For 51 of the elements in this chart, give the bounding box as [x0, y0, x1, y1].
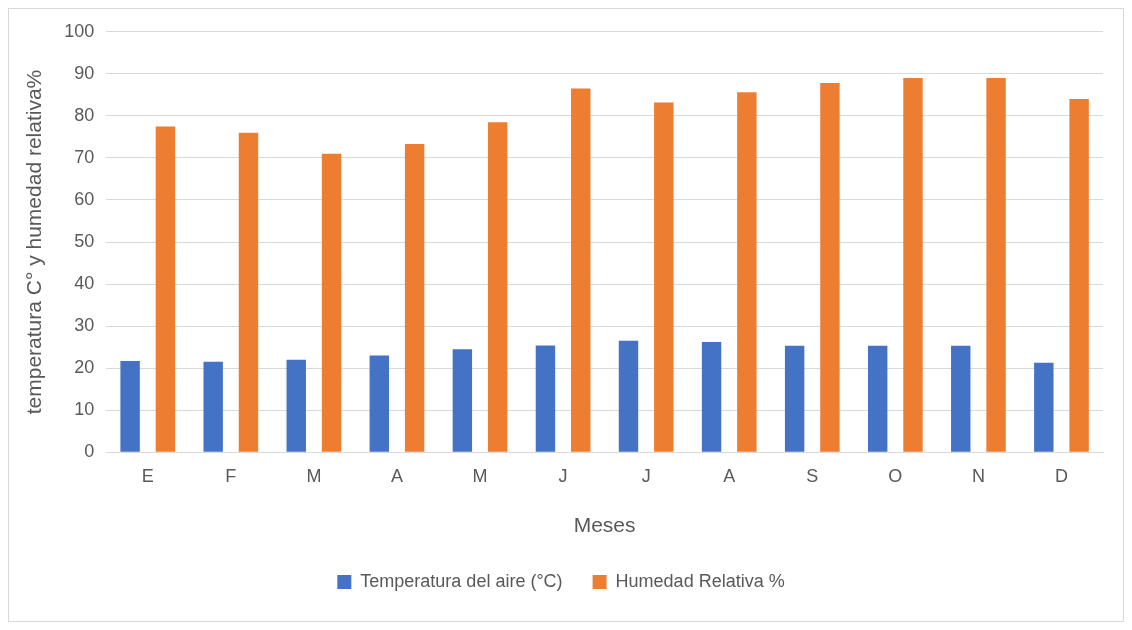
legend-label: Temperatura del aire (°C): [360, 570, 563, 591]
y-tick-label: 0: [84, 441, 95, 462]
bar: [321, 153, 342, 452]
bar: [867, 345, 888, 452]
y-tick-label: 80: [74, 104, 95, 125]
bar: [452, 349, 473, 452]
y-tick-label: 60: [74, 188, 95, 209]
bar: [951, 345, 971, 452]
x-tick-label: F: [225, 465, 237, 486]
bar: [618, 340, 639, 452]
bar: [1069, 99, 1089, 452]
x-tick-label: M: [306, 465, 322, 486]
x-tick-label: M: [472, 465, 488, 486]
bar: [986, 78, 1006, 452]
x-axis-title: Meses: [573, 513, 636, 537]
bar: [784, 345, 805, 452]
x-tick-label: J: [641, 465, 651, 486]
bar: [155, 126, 176, 452]
bar: [203, 361, 223, 452]
bar: [238, 132, 259, 452]
bar: [701, 342, 722, 452]
bar: [737, 92, 757, 452]
legend-label: Humedad Relativa %: [615, 570, 785, 591]
y-tick-label: 90: [74, 62, 95, 83]
bar: [286, 359, 306, 452]
x-tick-label: N: [971, 465, 985, 486]
x-tick-label: S: [806, 465, 819, 486]
bar: [1034, 362, 1054, 452]
bar: [654, 102, 674, 452]
bar: [487, 122, 508, 452]
bar: [903, 78, 923, 452]
y-tick-label: 40: [74, 273, 95, 294]
bar: [571, 88, 591, 452]
y-tick-label: 10: [74, 399, 95, 420]
y-axis-title: temperatura C° y humedad relativa%: [22, 69, 46, 415]
x-tick-label: E: [141, 465, 154, 486]
y-tick-label: 30: [74, 315, 95, 336]
y-tick-label: 100: [64, 20, 95, 41]
x-tick-label: A: [723, 465, 736, 486]
y-tick-label: 20: [74, 357, 95, 378]
y-tick-label: 50: [74, 230, 95, 251]
bar: [369, 355, 390, 452]
x-tick-label: J: [558, 465, 568, 486]
bar: [535, 345, 556, 452]
y-tick-label: 70: [74, 146, 95, 167]
x-tick-label: A: [390, 465, 403, 486]
x-tick-label: D: [1054, 465, 1068, 486]
bar: [120, 360, 140, 452]
x-tick-label: O: [888, 465, 903, 486]
bar: [404, 144, 425, 452]
bar: [820, 83, 840, 452]
